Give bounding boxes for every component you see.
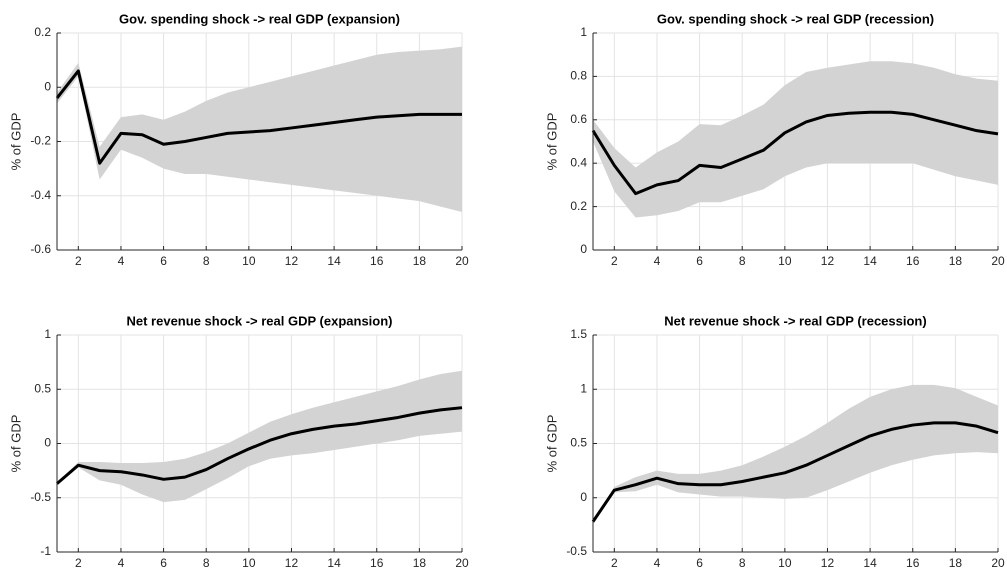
confidence-band <box>57 370 462 503</box>
x-tick-label: 2 <box>75 556 82 570</box>
y-axis-label: % of GDP <box>544 415 559 473</box>
x-tick-label: 20 <box>455 556 469 570</box>
x-tick-label: 16 <box>906 556 920 570</box>
confidence-band <box>57 46 462 213</box>
x-tick-label: 6 <box>696 254 703 268</box>
confidence-band <box>593 384 998 524</box>
response-line <box>591 110 999 196</box>
y-tick-label: 0.2 <box>34 25 51 39</box>
x-tick-label: 2 <box>611 556 618 570</box>
y-axis-label: % of GDP <box>8 415 23 473</box>
y-tick-label: -0.5 <box>30 490 51 504</box>
x-tick-label: 10 <box>242 556 256 570</box>
x-tick-label: 16 <box>906 254 920 268</box>
y-tick-label: 1 <box>580 381 587 395</box>
x-tick-label: 16 <box>370 556 384 570</box>
y-tick-label: 0.8 <box>570 69 587 83</box>
y-tick-label: -0.4 <box>30 188 51 202</box>
x-tick-label: 12 <box>285 254 299 268</box>
x-tick-label: 14 <box>327 556 341 570</box>
y-tick-label: 0 <box>580 242 587 256</box>
x-tick-label: 20 <box>991 556 1005 570</box>
x-tick-label: 14 <box>863 254 877 268</box>
y-tick-label: 0.6 <box>570 112 587 126</box>
x-tick-label: 4 <box>654 254 661 268</box>
x-tick-label: 14 <box>327 254 341 268</box>
x-tick-label: 6 <box>160 254 167 268</box>
x-tick-label: 18 <box>949 556 963 570</box>
response-line <box>56 406 463 485</box>
y-tick-label: -0.6 <box>30 242 51 256</box>
x-tick-label: 2 <box>611 254 618 268</box>
x-tick-label: 18 <box>413 556 427 570</box>
y-tick-label: 0.5 <box>570 436 587 450</box>
y-tick-label: -0.2 <box>30 134 51 148</box>
y-tick-label: 0 <box>580 490 587 504</box>
y-axis-label: % of GDP <box>8 113 23 171</box>
x-tick-label: 8 <box>739 556 746 570</box>
x-tick-label: 18 <box>949 254 963 268</box>
x-tick-label: 8 <box>203 556 210 570</box>
y-tick-label: 1 <box>44 327 51 341</box>
y-tick-label: 0.2 <box>570 199 587 213</box>
x-tick-label: 12 <box>821 556 835 570</box>
x-tick-label: 18 <box>413 254 427 268</box>
x-tick-label: 10 <box>778 254 792 268</box>
x-tick-label: 12 <box>821 254 835 268</box>
x-tick-label: 10 <box>242 254 256 268</box>
y-tick-label: 0.4 <box>570 155 587 169</box>
chart-title: Gov. spending shock -> real GDP (recessi… <box>657 11 934 26</box>
x-tick-label: 10 <box>778 556 792 570</box>
y-tick-label: 1 <box>580 25 587 39</box>
response-line <box>55 69 462 165</box>
y-tick-label: 1.5 <box>570 327 587 341</box>
y-tick-label: -0.5 <box>566 544 587 558</box>
y-tick-label: 0.5 <box>34 381 51 395</box>
confidence-band <box>593 61 998 218</box>
y-tick-label: -1 <box>40 544 51 558</box>
x-tick-label: 20 <box>991 254 1005 268</box>
x-tick-label: 20 <box>455 254 469 268</box>
x-tick-label: 14 <box>863 556 877 570</box>
x-tick-label: 4 <box>654 556 661 570</box>
chart-title: Gov. spending shock -> real GDP (expansi… <box>119 11 400 26</box>
x-tick-label: 4 <box>118 556 125 570</box>
x-tick-label: 8 <box>739 254 746 268</box>
y-axis-label: % of GDP <box>544 113 559 171</box>
x-tick-label: 6 <box>696 556 703 570</box>
x-tick-label: 12 <box>285 556 299 570</box>
x-tick-label: 8 <box>203 254 210 268</box>
x-tick-label: 6 <box>160 556 167 570</box>
chart-title: Net revenue shock -> real GDP (expansion… <box>127 313 393 328</box>
x-tick-label: 16 <box>370 254 384 268</box>
x-tick-label: 2 <box>75 254 82 268</box>
chart-title: Net revenue shock -> real GDP (recession… <box>664 313 926 328</box>
response-line <box>591 421 999 523</box>
y-tick-label: 0 <box>44 79 51 93</box>
y-tick-label: 0 <box>44 436 51 450</box>
x-tick-label: 4 <box>118 254 125 268</box>
